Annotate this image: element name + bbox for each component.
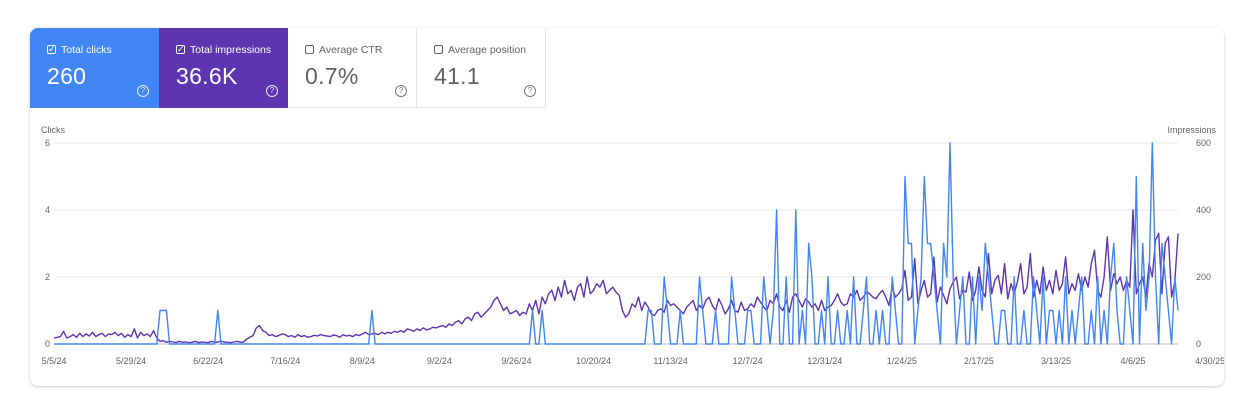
x-tick-label: 5/5/24 xyxy=(41,356,66,366)
checkbox-unchecked-icon[interactable] xyxy=(305,45,314,54)
axes-layer: 0 2 4 6 0 200 400 600 5/5/24 5/29/24 6/22/24 7/16/2… xyxy=(41,138,1224,366)
average-position-label: Average position xyxy=(448,44,527,56)
x-tick-label: 11/13/24 xyxy=(653,356,687,366)
x-tick-label: 12/7/24 xyxy=(733,356,763,366)
x-tick-label: 9/2/24 xyxy=(427,356,452,366)
metric-tiles: ✓ Total clicks 260 ? ✓ Total impressions… xyxy=(30,28,546,108)
x-tick-label: 5/29/24 xyxy=(116,356,146,366)
total-clicks-value: 260 xyxy=(47,63,87,89)
average-ctr-label: Average CTR xyxy=(319,44,383,56)
help-icon[interactable]: ? xyxy=(524,85,536,97)
x-tick-label: 6/22/24 xyxy=(193,356,223,366)
x-tick-label: 4/30/25 xyxy=(1195,356,1224,366)
checkbox-checked-icon[interactable]: ✓ xyxy=(47,44,56,54)
x-tick-label: 8/9/24 xyxy=(350,356,375,366)
x-tick-label: 3/13/25 xyxy=(1041,356,1071,366)
y-right-tick-label: 600 xyxy=(1196,138,1211,148)
x-tick-label: 10/20/24 xyxy=(576,356,611,366)
help-icon[interactable]: ? xyxy=(395,85,407,97)
performance-chart: 0 2 4 6 0 200 400 600 5/5/24 5/29/24 6/22/24 7/16/2… xyxy=(41,125,1224,366)
x-tick-label: 7/16/24 xyxy=(270,356,300,366)
help-icon[interactable]: ? xyxy=(137,85,149,97)
x-tick-label: 9/26/24 xyxy=(501,356,531,366)
series-layer xyxy=(53,142,1179,345)
performance-card: ✓ Total clicks 260 ? ✓ Total impressions… xyxy=(30,28,1224,386)
total-clicks-tile[interactable]: ✓ Total clicks 260 ? xyxy=(30,28,159,108)
y-left-tick-label: 0 xyxy=(45,339,50,349)
y-right-tick-label: 0 xyxy=(1196,339,1201,349)
checkbox-unchecked-icon[interactable] xyxy=(434,45,443,54)
checkbox-checked-icon[interactable]: ✓ xyxy=(176,44,185,54)
average-position-value: 41.1 xyxy=(434,63,480,89)
impressions-series-line xyxy=(53,209,1179,344)
average-position-tile[interactable]: Average position 41.1 ? xyxy=(417,28,546,108)
y-left-tick-label: 6 xyxy=(45,138,50,148)
y-left-tick-label: 4 xyxy=(45,205,50,215)
x-tick-label: 2/17/25 xyxy=(964,356,994,366)
y-right-tick-label: 400 xyxy=(1196,205,1211,215)
chart-grid xyxy=(54,142,1178,345)
x-tick-label: 4/6/25 xyxy=(1121,356,1146,366)
average-ctr-tile[interactable]: Average CTR 0.7% ? xyxy=(288,28,417,108)
y-right-axis-title: Impressions xyxy=(1167,125,1216,135)
total-impressions-tile[interactable]: ✓ Total impressions 36.6K ? xyxy=(159,28,288,108)
average-ctr-value: 0.7% xyxy=(305,63,359,89)
total-impressions-label: Total impressions xyxy=(190,44,272,56)
x-tick-label: 1/24/25 xyxy=(887,356,917,366)
total-impressions-value: 36.6K xyxy=(176,63,238,89)
y-right-tick-label: 200 xyxy=(1196,272,1211,282)
total-clicks-label: Total clicks xyxy=(61,44,112,56)
y-left-tick-label: 2 xyxy=(45,272,50,282)
help-icon[interactable]: ? xyxy=(266,85,278,97)
y-left-axis-title: Clicks xyxy=(41,125,65,135)
clicks-series-line xyxy=(54,142,1179,345)
x-tick-label: 12/31/24 xyxy=(807,356,842,366)
